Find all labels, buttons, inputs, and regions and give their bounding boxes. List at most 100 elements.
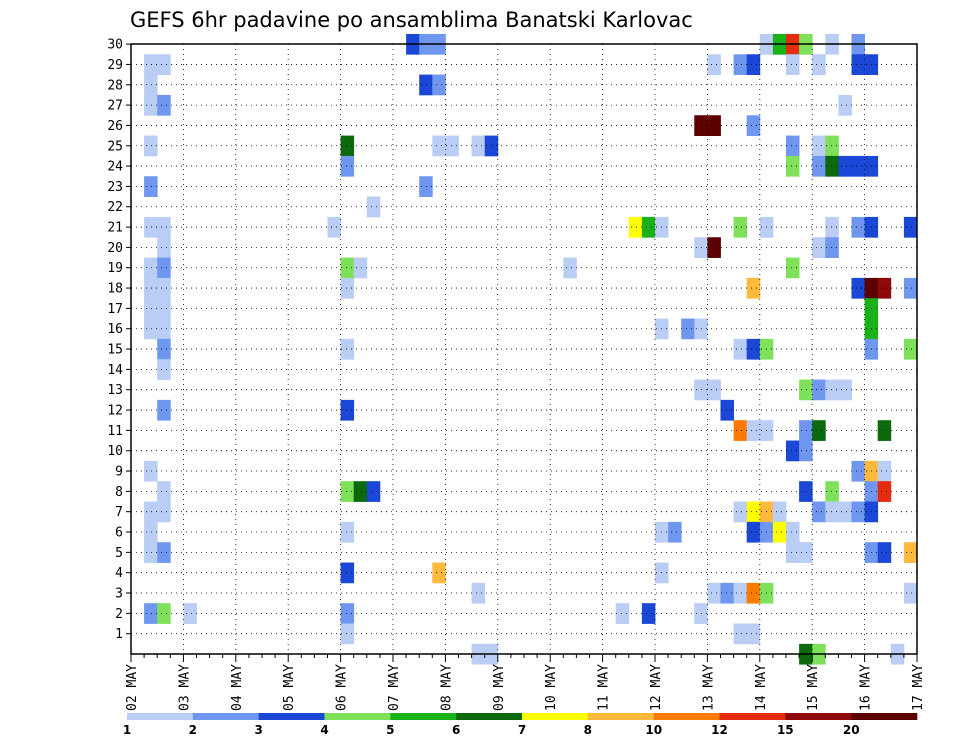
heatmap-cell: [641, 216, 656, 238]
heatmap-cell: [707, 54, 721, 75]
heatmap-cell: [786, 542, 800, 563]
heatmap-cell: [340, 338, 355, 360]
colorbar: 1 2 3 4 5 6 7 8 10 12 15 20: [123, 713, 918, 737]
heatmap-cell: [144, 542, 158, 563]
heatmap-cell: [825, 379, 839, 401]
heatmap-cell: [340, 623, 355, 645]
heatmap-cell: [746, 115, 761, 136]
heatmap-cell: [157, 237, 171, 258]
heatmap-cell: [340, 562, 355, 584]
heatmap-cell: [340, 603, 355, 624]
heatmap-cell: [720, 399, 734, 421]
y-tick-label: 5: [115, 546, 123, 561]
heatmap-cell: [157, 481, 171, 502]
heatmap-cell: [366, 481, 381, 502]
heatmap-cell: [825, 155, 839, 177]
heatmap-cell: [628, 216, 643, 238]
heatmap-cell: [340, 277, 355, 299]
heatmap-cell: [681, 318, 695, 340]
x-tick-label: 16 MAY: [859, 664, 874, 711]
heatmap-cell: [851, 277, 865, 299]
heatmap-cell: [812, 420, 826, 441]
colorbar-label: 5: [386, 723, 394, 737]
heatmap-cell: [786, 521, 800, 543]
heatmap-cell: [851, 501, 865, 523]
heatmap-cell: [903, 277, 918, 299]
x-tick-label: 07 MAY: [387, 664, 402, 711]
y-axis: 1234567891011121314151617181920212223242…: [107, 38, 131, 642]
heatmap-cell: [812, 379, 826, 401]
colorbar-label: 12: [711, 723, 728, 737]
y-tick-label: 18: [107, 282, 123, 297]
x-tick-label: 10 MAY: [544, 664, 559, 711]
y-tick-label: 2: [115, 607, 123, 622]
y-tick-label: 3: [115, 587, 123, 602]
heatmap-cell: [157, 603, 171, 624]
heatmap-cell: [157, 216, 171, 238]
heatmap-cell: [799, 542, 813, 563]
colorbar-label: 8: [584, 723, 592, 737]
heatmap-cell: [615, 603, 630, 624]
heatmap-cell: [157, 277, 171, 299]
heatmap-cell: [812, 237, 826, 258]
heatmap-cell: [786, 54, 800, 75]
y-tick-label: 12: [107, 404, 123, 419]
x-tick-label: 12 MAY: [649, 664, 664, 711]
heatmap-cell: [772, 501, 787, 523]
heatmap-cell: [157, 94, 171, 116]
y-tick-label: 10: [107, 444, 123, 459]
heatmap-cell: [838, 379, 852, 401]
heatmap-cell: [851, 460, 865, 482]
heatmap-cell: [825, 237, 839, 258]
x-tick-label: 03 MAY: [177, 664, 192, 711]
heatmap-cell: [668, 521, 682, 543]
heatmap-cell: [144, 176, 158, 197]
heatmap-cell: [157, 318, 171, 340]
heatmap-cell: [720, 582, 734, 604]
heatmap-cell: [799, 481, 813, 502]
y-tick-label: 24: [107, 160, 123, 175]
heatmap-cell: [786, 257, 800, 279]
heatmap-cell: [746, 338, 761, 360]
y-tick-label: 6: [115, 526, 123, 541]
grid-lines: [130, 43, 918, 654]
y-tick-label: 23: [107, 180, 123, 195]
heatmap-cell: [746, 420, 761, 441]
heatmap-cell: [183, 603, 197, 624]
colorbar-label: 1: [123, 723, 131, 737]
heatmap-cell: [157, 298, 171, 319]
y-tick-label: 9: [115, 465, 123, 480]
colorbar-label: 2: [189, 723, 197, 737]
heatmap-cell: [340, 521, 355, 543]
heatmap-cell: [641, 603, 656, 624]
heatmap-cell: [772, 521, 787, 543]
heatmap-cell: [707, 115, 721, 136]
colorbar-swatch: [851, 713, 918, 720]
heatmap-cell: [851, 54, 865, 75]
y-tick-label: 14: [107, 363, 123, 378]
heatmap-cell: [838, 501, 852, 523]
colorbar-label: 20: [843, 723, 860, 737]
heatmap-cell: [877, 481, 892, 502]
colorbar-label: 6: [452, 723, 460, 737]
y-tick-label: 13: [107, 383, 123, 398]
heatmap-cell: [733, 338, 748, 360]
heatmap-cell: [838, 94, 852, 116]
heatmap-cell: [144, 460, 158, 482]
heatmap-cell: [786, 440, 800, 462]
heatmap-cell: [825, 135, 839, 157]
heatmap-cell: [746, 501, 761, 523]
heatmap-cell: [877, 420, 892, 441]
heatmap-cell: [144, 135, 158, 157]
heatmap-cell: [707, 379, 721, 401]
heatmap-cell: [432, 74, 446, 96]
x-tick-label: 04 MAY: [230, 664, 245, 711]
colorbar-swatch: [192, 713, 259, 720]
colorbar-swatch: [456, 713, 523, 720]
heatmap-cell: [432, 562, 446, 584]
y-tick-label: 11: [107, 424, 123, 439]
heatmap-cell: [471, 582, 486, 604]
colorbar-swatch: [587, 713, 654, 720]
y-tick-label: 15: [107, 343, 123, 358]
heatmap-cell: [799, 379, 813, 401]
